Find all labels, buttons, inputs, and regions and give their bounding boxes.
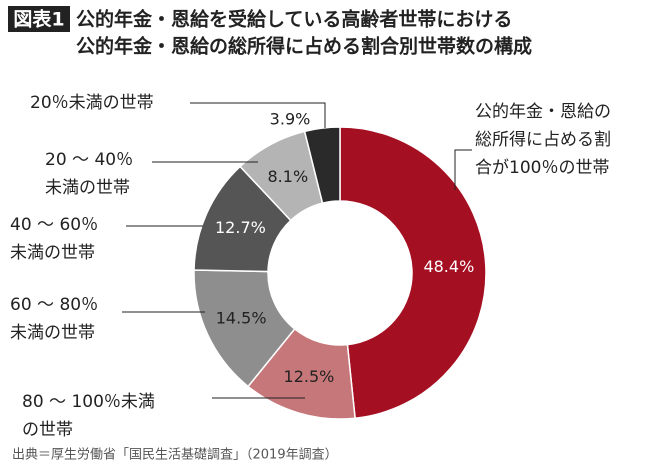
category-label: 合が100％の世帯 <box>475 158 609 178</box>
category-label: 60 ～ 80％ <box>10 295 98 315</box>
value-label: 48.4% <box>423 257 474 276</box>
category-label: 公的年金・恩給の <box>475 102 611 122</box>
category-label: 20％未満の世帯 <box>30 93 154 113</box>
title: 公的年金・恩給の総所得に占める割合別世帯数の構成 <box>76 35 532 58</box>
category-label: 20 ～ 40％ <box>45 150 133 170</box>
title: 公的年金・恩給を受給している高齢者世帯における <box>76 8 512 31</box>
category-label: 40 ～ 60％ <box>10 215 98 235</box>
badge-bg <box>8 6 70 32</box>
value-label: 12.7% <box>215 218 266 237</box>
category-label: 総所得に占める割 <box>475 130 611 150</box>
value-label: 12.5% <box>284 367 335 386</box>
category-label: の世帯 <box>22 420 73 440</box>
value-label: 3.9% <box>270 110 311 129</box>
category-label: 未満の世帯 <box>45 178 130 198</box>
category-label: 80 ～ 100％未満 <box>22 392 155 412</box>
category-label: 未満の世帯 <box>10 243 95 263</box>
value-label: 14.5% <box>216 308 267 327</box>
value-label: 8.1% <box>268 167 309 186</box>
leader-line <box>454 149 472 190</box>
leader-line <box>190 102 326 128</box>
donut-slice <box>303 126 341 205</box>
donut-slice <box>339 126 487 420</box>
source: 出典＝厚生労働省「国民生活基礎調査」（2019年調査） <box>12 448 338 463</box>
badge: 図表1 <box>13 8 64 31</box>
category-label: 未満の世帯 <box>10 323 95 343</box>
